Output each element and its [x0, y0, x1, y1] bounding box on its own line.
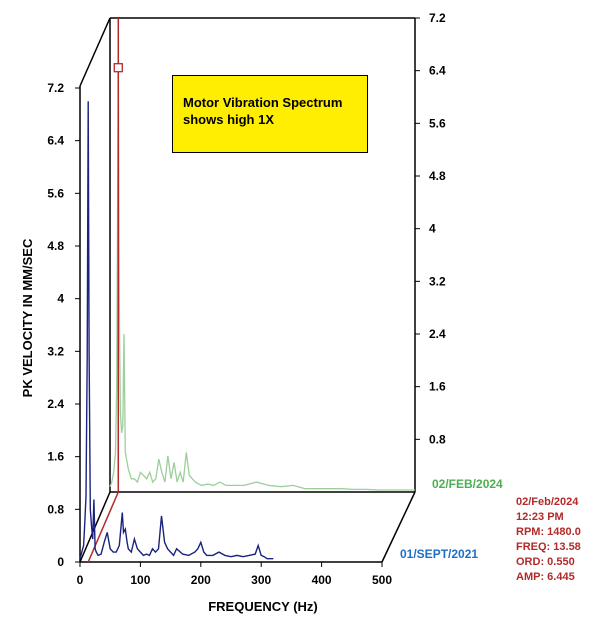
y-tick-label-left: 0.8	[47, 502, 64, 516]
y-tick-label-left: 2.4	[47, 397, 64, 411]
y-tick-label-left: 7.2	[47, 81, 64, 95]
x-tick-label: 200	[191, 573, 211, 587]
annotation-box: Motor Vibration Spectrum shows high 1X	[172, 75, 368, 153]
y-tick-label-right: 4.8	[429, 169, 446, 183]
series-line-front	[79, 101, 274, 560]
y-tick-label-left: 4.8	[47, 239, 64, 253]
cursor-ord: ORD: 0.550	[516, 556, 575, 568]
cursor-freq: FREQ: 13.58	[516, 541, 581, 553]
y-tick-label-right: 1.6	[429, 380, 446, 394]
series-line-back	[109, 67, 415, 491]
annotation-text: Motor Vibration Spectrum shows high 1X	[183, 95, 343, 127]
cursor-depth-line	[87, 491, 119, 563]
depth-line-bottom-right	[381, 491, 416, 563]
cursor-time: 12:23 PM	[516, 511, 564, 523]
series-label-back: 02/FEB/2024	[432, 477, 503, 491]
x-tick-label: 0	[77, 573, 84, 587]
depth-line-top	[79, 17, 111, 87]
series-label-front: 01/SEPT/2021	[400, 547, 478, 561]
x-tick-label: 500	[372, 573, 392, 587]
y-tick-label-right: 2.4	[429, 327, 446, 341]
cursor-amp: AMP: 6.445	[516, 571, 575, 583]
x-axis-title: FREQUENCY (Hz)	[208, 599, 318, 614]
y-tick-label-right: 3.2	[429, 274, 446, 288]
x-tick-label: 400	[312, 573, 332, 587]
y-tick-label-left: 1.6	[47, 450, 64, 464]
y-tick-label-right: 0.8	[429, 432, 446, 446]
x-tick-label: 300	[251, 573, 271, 587]
cursor-date: 02/Feb/2024	[516, 496, 579, 508]
y-tick-label-right: 7.2	[429, 11, 446, 25]
y-tick-label-right: 6.4	[429, 64, 446, 78]
y-tick-label-right: 4	[429, 222, 436, 236]
cursor-marker	[113, 63, 123, 73]
y-tick-label-left: 4	[57, 292, 64, 306]
y-axis-title: PK VELOCITY IN MM/SEC	[20, 238, 35, 397]
x-tick-label: 100	[130, 573, 150, 587]
y-tick-label-left: 0	[57, 555, 64, 569]
y-tick-label-left: 3.2	[47, 344, 64, 358]
y-tick-label-left: 6.4	[47, 134, 64, 148]
y-tick-label-right: 5.6	[429, 116, 446, 130]
cursor-rpm: RPM: 1480.0	[516, 526, 581, 538]
y-tick-label-left: 5.6	[47, 186, 64, 200]
